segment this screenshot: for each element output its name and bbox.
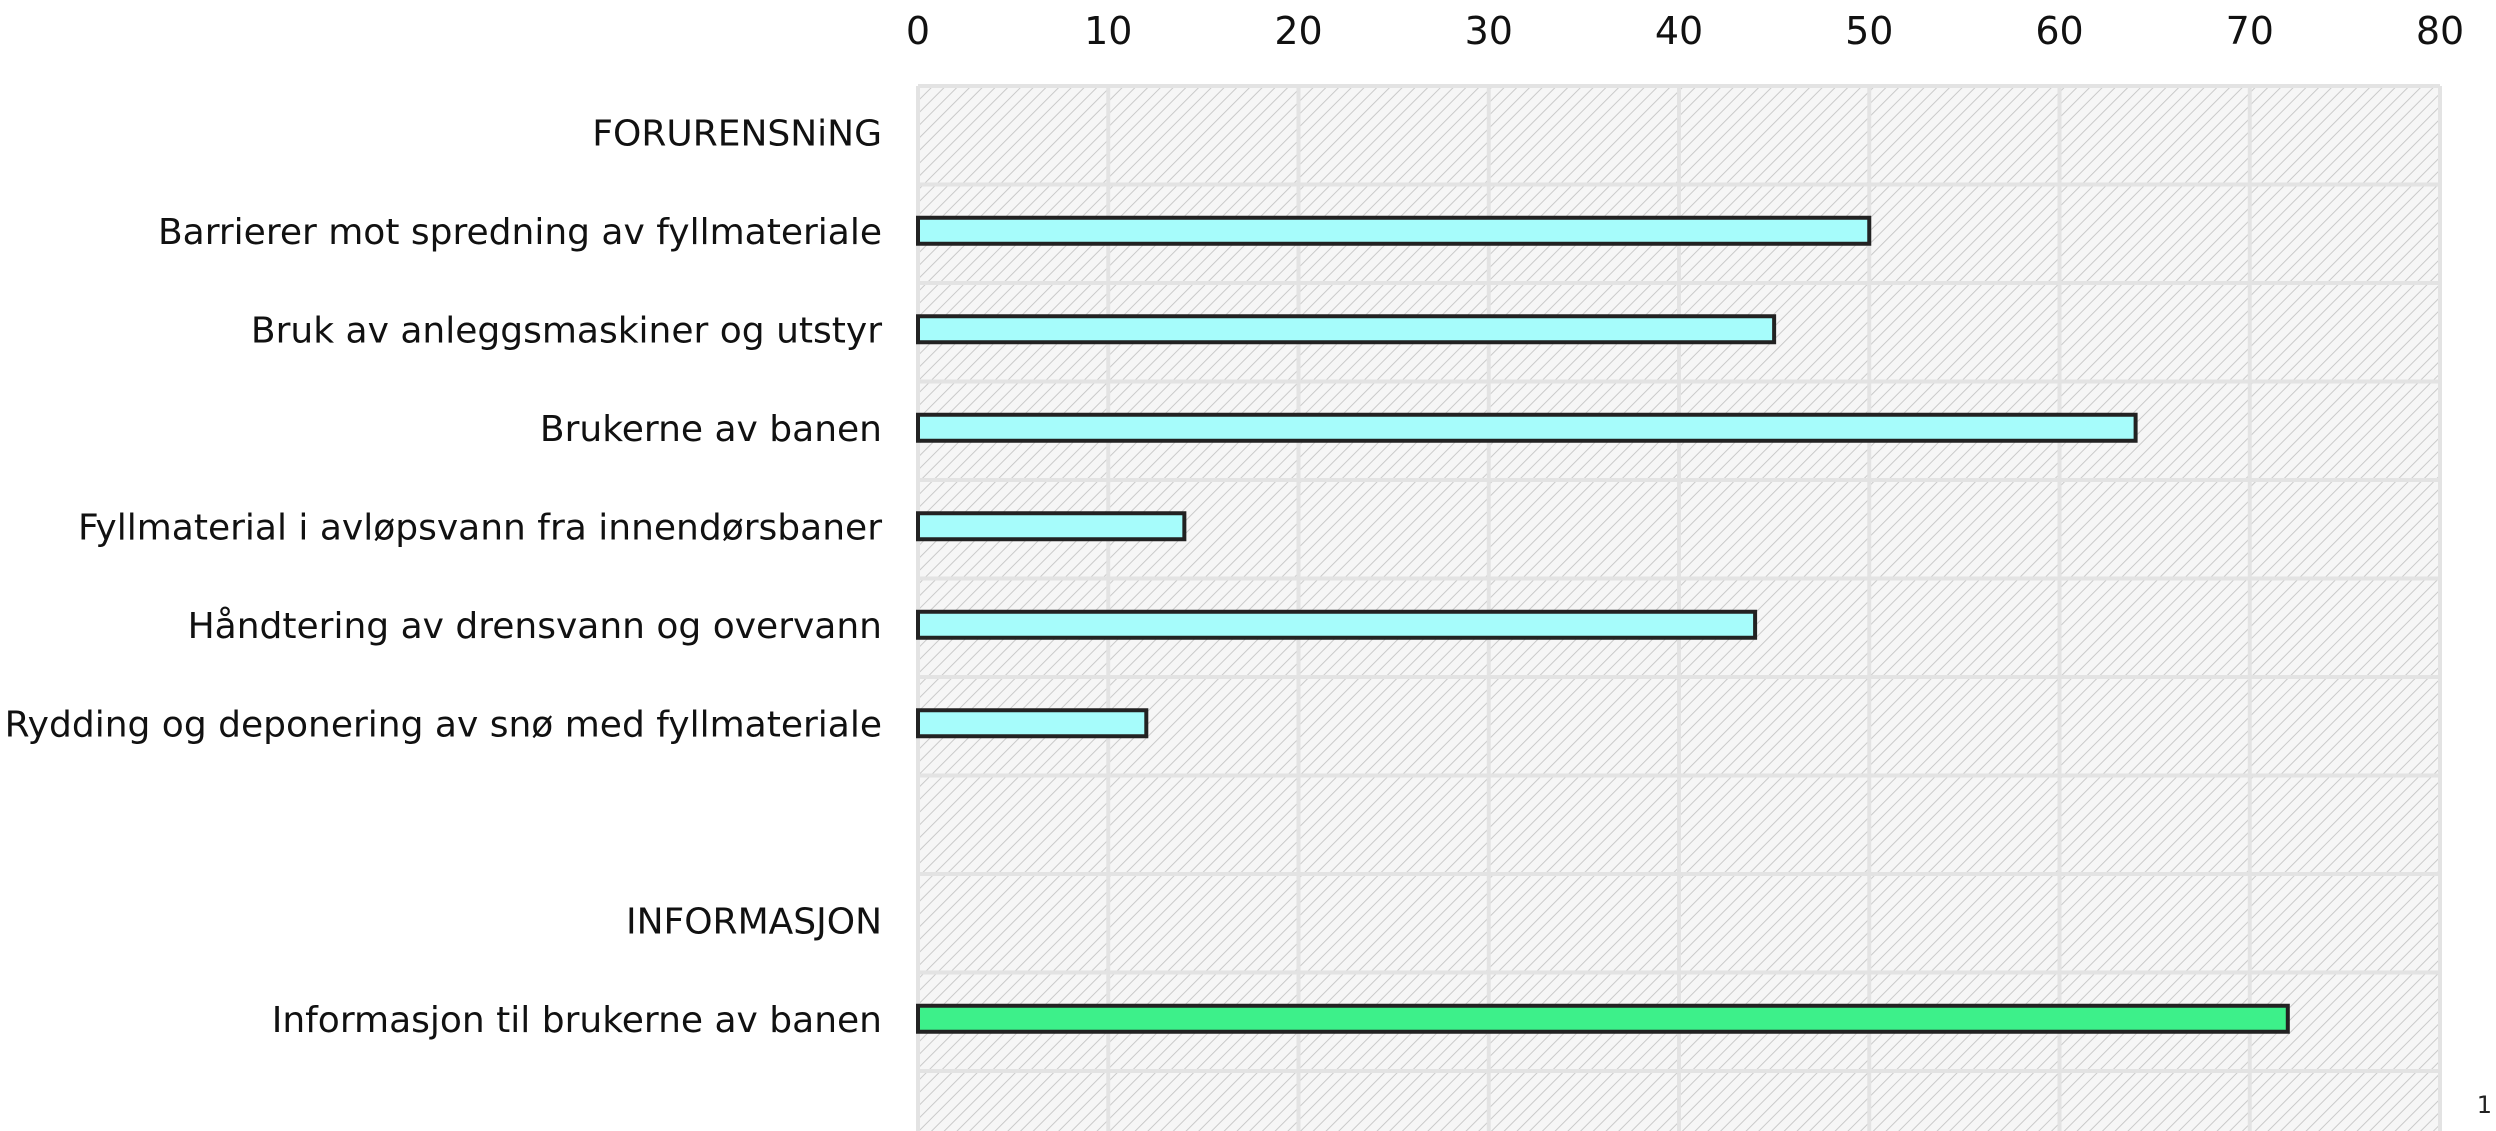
- bar: [916, 1003, 2290, 1034]
- x-tick-label: 40: [1655, 9, 1703, 53]
- category-label: Håndtering av drensvann og overvann: [188, 606, 882, 647]
- category-label: Brukerne av banen: [540, 409, 882, 450]
- bar: [916, 215, 1872, 246]
- x-tick-label: 80: [2416, 9, 2464, 53]
- category-label: FORURENSNiNG: [592, 113, 882, 154]
- x-tick-label: 10: [1084, 9, 1132, 53]
- page-number: 1: [2476, 1091, 2492, 1119]
- x-tick-label: 60: [2035, 9, 2083, 53]
- bar: [916, 511, 1187, 542]
- x-tick-label: 20: [1274, 9, 1322, 53]
- bar: [916, 609, 1758, 640]
- category-label: Rydding og deponering av snø med fyllmat…: [5, 704, 882, 745]
- x-tick-label: 30: [1465, 9, 1513, 53]
- category-label: Barrierer mot spredning av fyllmateriale: [158, 212, 882, 253]
- category-label: Informasjon til brukerne av banen: [272, 1000, 882, 1041]
- x-tick-label: 70: [2226, 9, 2274, 53]
- category-label: Bruk av anleggsmaskiner og utstyr: [251, 310, 882, 351]
- bar: [916, 708, 1149, 739]
- bars: [916, 215, 2290, 1034]
- x-tick-label: 50: [1845, 9, 1893, 53]
- x-tick-label: 0: [906, 9, 930, 53]
- bar: [916, 314, 1777, 345]
- gridlines: [916, 84, 2442, 1131]
- category-label: Fyllmaterial i avløpsvann fra innendørsb…: [78, 507, 882, 548]
- category-labels: FORURENSNiNG Barrierer mot spredning av f…: [5, 113, 883, 1041]
- category-label: INFORMASJON: [626, 901, 882, 942]
- x-axis-ticks: 0 10 20 30 40 50 60 70 80: [906, 9, 2464, 53]
- bar: [916, 412, 2138, 443]
